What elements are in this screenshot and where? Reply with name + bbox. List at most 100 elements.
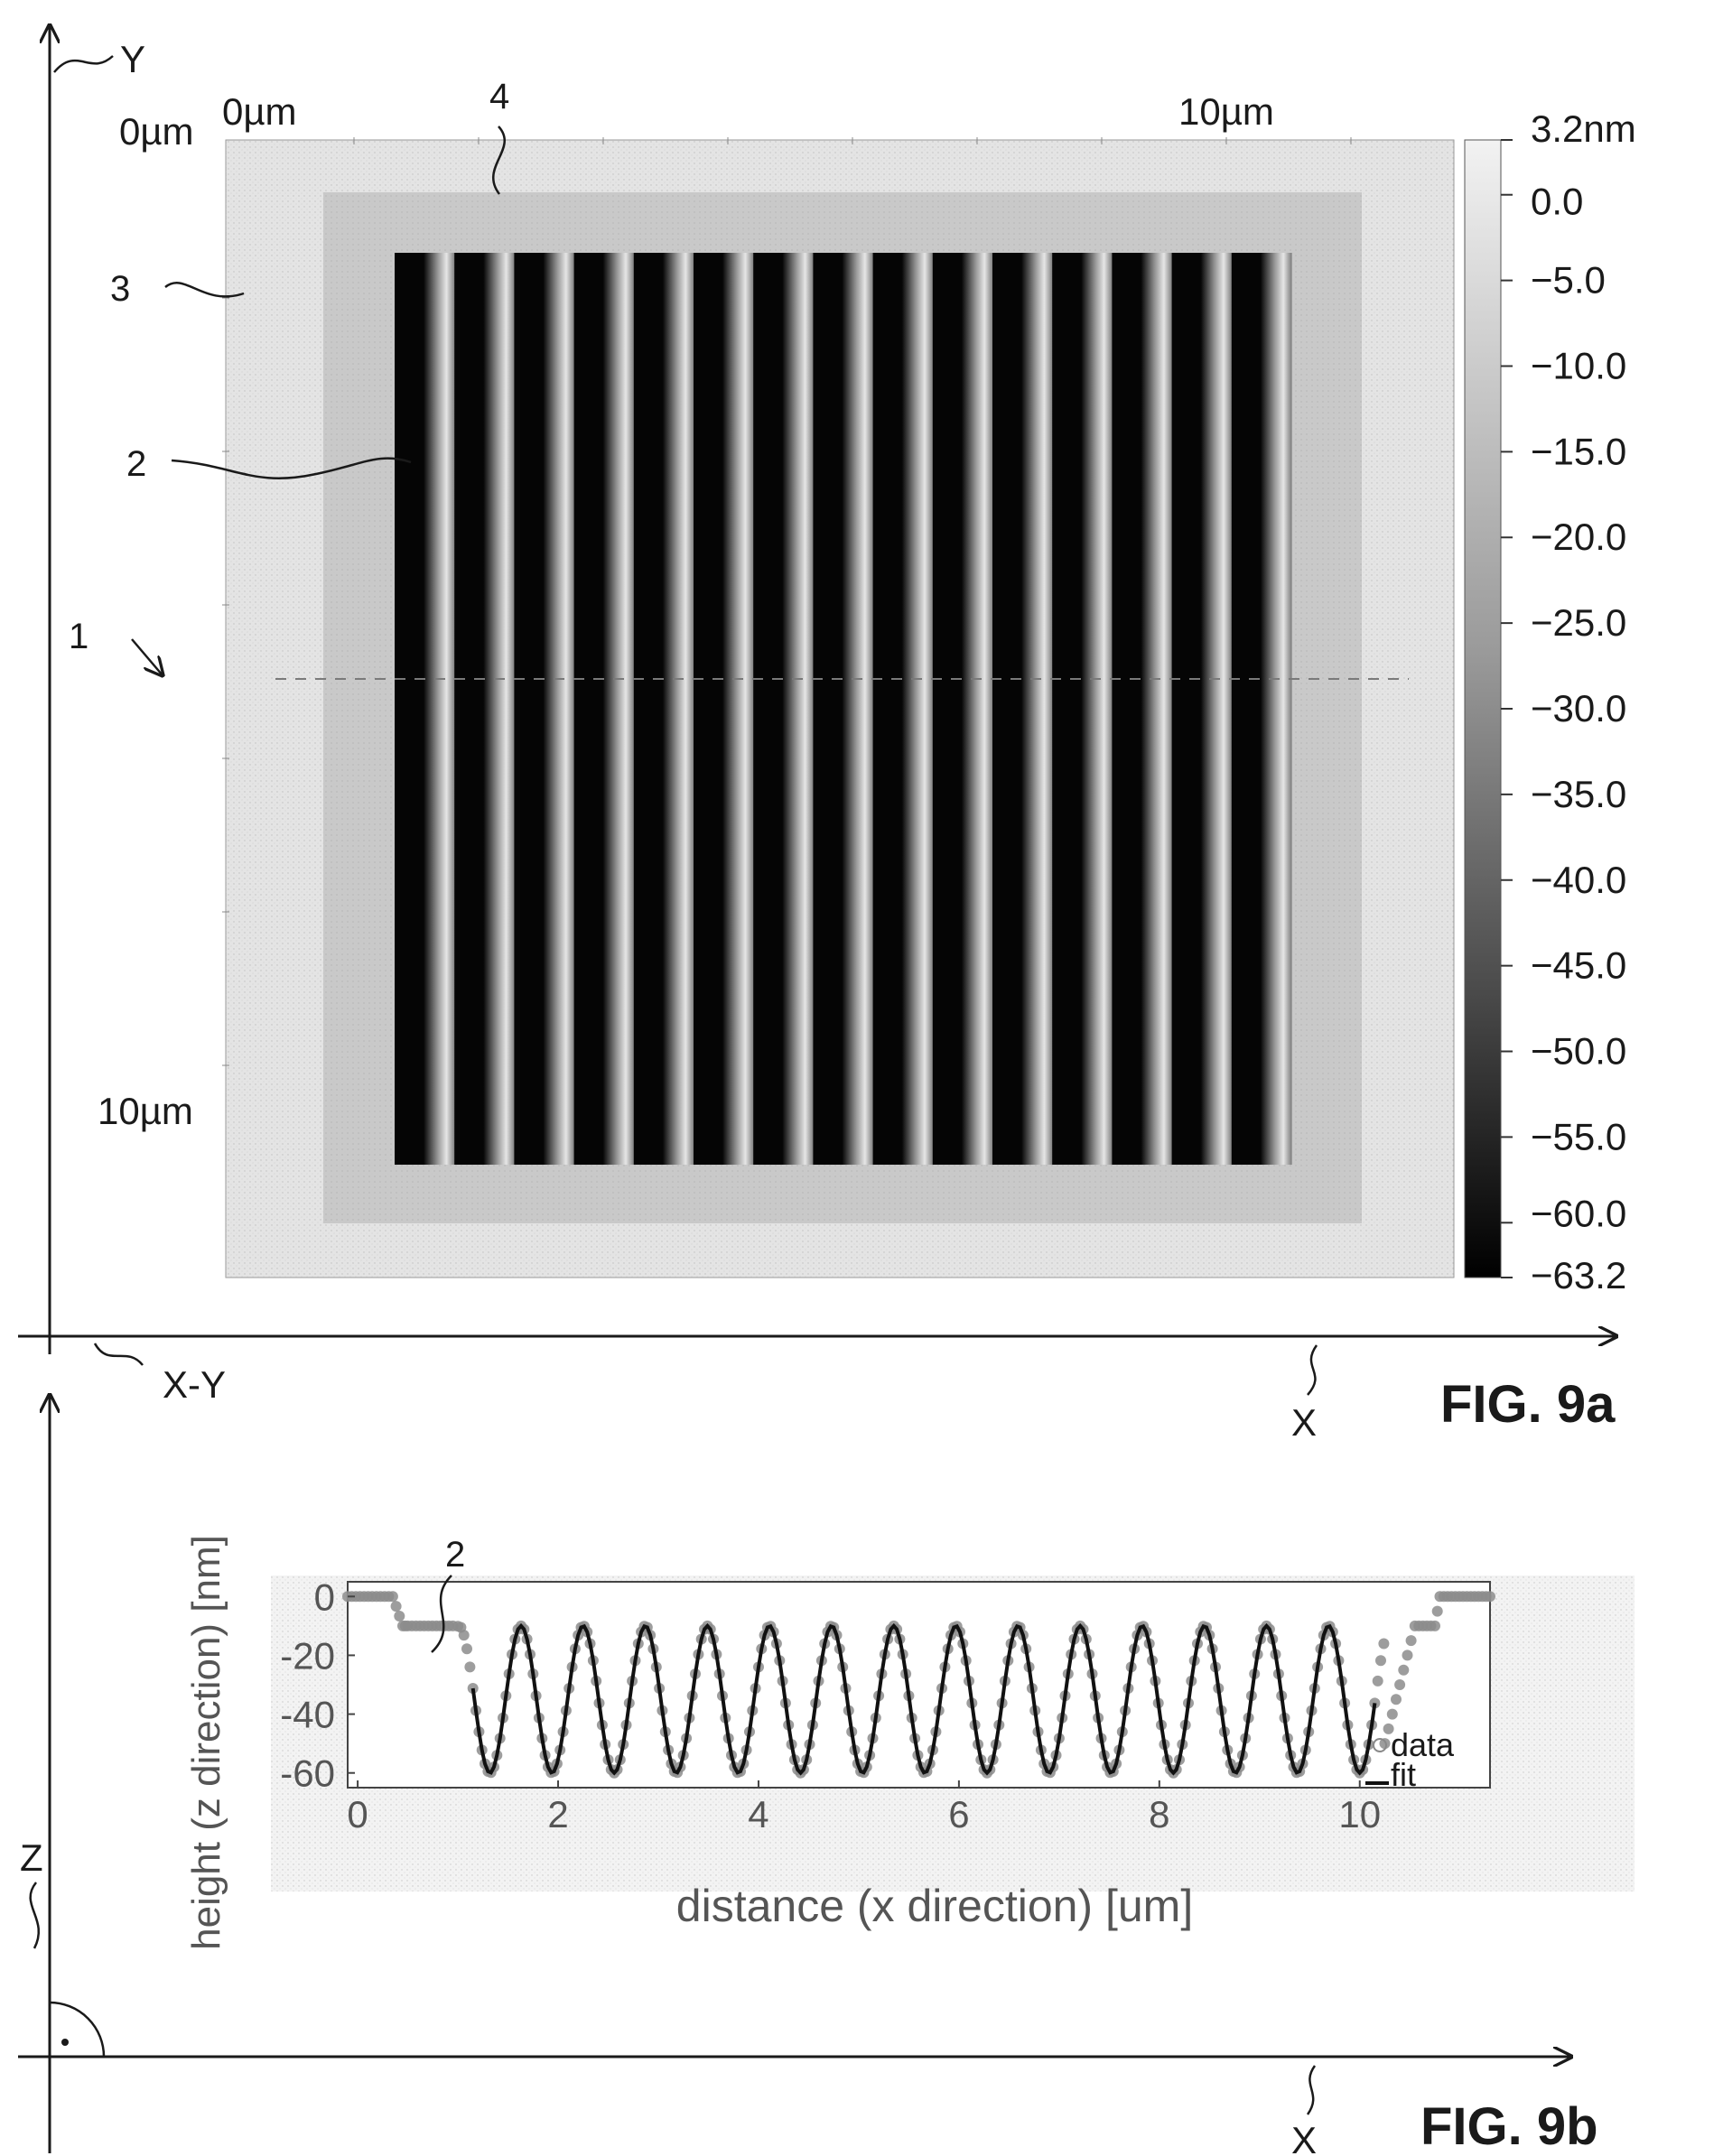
y-axis-title: height (z direction) [nm] — [184, 1535, 228, 1950]
fig9a-y-axis-leader — [53, 55, 114, 73]
grating-line — [573, 253, 635, 1165]
profile-chart: 0 2 4 6 8 10 0 -20 -40 -60 distance (x direction… — [184, 1535, 1635, 1950]
colorbar-label: −15.0 — [1531, 430, 1626, 472]
grating-line — [1112, 253, 1173, 1165]
grating-line — [1052, 253, 1113, 1165]
x-tick-label: 0 — [347, 1793, 368, 1835]
fig9b-x-axis-label: X — [1291, 2119, 1317, 2156]
data-point — [390, 1601, 402, 1612]
data-point — [461, 1643, 472, 1655]
fig9a-caption: FIG. 9a — [1440, 1375, 1616, 1434]
ref-2-leader — [171, 457, 412, 479]
grating-line — [1231, 253, 1292, 1165]
fig9a-x-axis-leader — [1307, 1344, 1318, 1396]
fig9a-xy-label: X-Y — [163, 1363, 226, 1406]
data-point — [1379, 1738, 1391, 1750]
fig9b-origin-dot — [61, 2039, 69, 2046]
data-point — [1398, 1664, 1410, 1676]
colorbar-gradient — [1464, 139, 1502, 1278]
ref-4: 4 — [489, 77, 509, 116]
fig9a-panel: Y X-Y X 0µm 0µm 10µm 10µm — [18, 25, 1636, 1444]
data-point — [458, 1630, 470, 1641]
data-point — [1394, 1679, 1406, 1690]
x-tick-label: 4 — [748, 1793, 768, 1835]
data-point — [1485, 1591, 1495, 1603]
colorbar-label: 3.2nm — [1531, 107, 1636, 150]
colorbar-label: −35.0 — [1531, 773, 1626, 815]
colorbar-label: −45.0 — [1531, 944, 1626, 987]
colorbar: 3.2nm 0.0 −5.0 −10.0 −15.0 −20.0 −25.0 −30.0 −35… — [1464, 107, 1636, 1296]
grating-line — [992, 253, 1053, 1165]
fig9b-x-leader — [1306, 2065, 1317, 2115]
ref-4-leader — [492, 125, 506, 195]
fig9a-x-tick-right: 10µm — [1178, 90, 1274, 133]
colorbar-label: −30.0 — [1531, 687, 1626, 730]
legend-fit-label: fit — [1391, 1756, 1416, 1793]
x-tick-label: 6 — [948, 1793, 969, 1835]
x-tick-label: 8 — [1149, 1793, 1169, 1835]
fig9b-panel: Z X 0 2 4 6 8 10 0 -20 -40 -60 distance (x direc… — [18, 1395, 1635, 2156]
colorbar-ticks — [1501, 139, 1513, 1278]
fig9b-origin-arc — [49, 2001, 106, 2058]
fig9a-xy-leader — [93, 1343, 144, 1366]
x-tick-label: 2 — [547, 1793, 568, 1835]
grating-line — [395, 253, 455, 1165]
data-point — [1372, 1675, 1383, 1687]
data-point — [1405, 1635, 1417, 1647]
x-tick-labels: 0 2 4 6 8 10 — [347, 1780, 1381, 1835]
y-tick-labels: 0 -20 -40 -60 — [280, 1575, 355, 1795]
ref-1-arrow — [131, 638, 163, 675]
data-point — [1378, 1638, 1390, 1650]
grating-line — [633, 253, 694, 1165]
colorbar-label: −40.0 — [1531, 859, 1626, 901]
fig9b-z-leader — [29, 1882, 41, 1949]
data-point — [1391, 1694, 1402, 1705]
fig9a-x-tick-left: 0µm — [222, 90, 297, 133]
ref-1: 1 — [69, 617, 88, 656]
data-point — [1430, 1620, 1440, 1631]
colorbar-label: −5.0 — [1531, 259, 1606, 302]
colorbar-label: −55.0 — [1531, 1115, 1626, 1157]
grating-line — [514, 253, 575, 1165]
plot-traces — [342, 1591, 1495, 1779]
data-point — [1375, 1655, 1386, 1667]
data-point — [394, 1611, 405, 1622]
legend-data-label: data — [1391, 1726, 1455, 1763]
fig9b-caption: FIG. 9b — [1420, 2097, 1598, 2156]
colorbar-label: −60.0 — [1531, 1192, 1626, 1234]
legend: data fit — [1365, 1726, 1455, 1793]
fig9b-ref-2-leader — [431, 1575, 452, 1653]
afm-image — [222, 137, 1455, 1278]
fig9a-x-axis-label: X — [1291, 1401, 1317, 1444]
grating-line — [694, 253, 754, 1165]
data-point — [1383, 1723, 1394, 1734]
y-tick-label: -20 — [280, 1634, 335, 1677]
grating-lines — [395, 253, 1292, 1165]
y-tick-label: -40 — [280, 1694, 335, 1736]
data-point — [1386, 1708, 1398, 1720]
ref-3-leader — [164, 282, 245, 298]
data-point — [464, 1661, 476, 1673]
grating-line — [932, 253, 993, 1165]
legend-data-marker — [1373, 1738, 1387, 1752]
ref-2: 2 — [126, 444, 146, 484]
fig9b-z-axis-label: Z — [20, 1836, 43, 1879]
fig9a-y-tick-top: 0µm — [119, 110, 194, 153]
data-point — [1402, 1650, 1413, 1661]
colorbar-labels: 3.2nm 0.0 −5.0 −10.0 −15.0 −20.0 −25.0 −30.0 −35… — [1531, 107, 1636, 1296]
x-axis-title: distance (x direction) [um] — [676, 1881, 1193, 1931]
grating-line — [1171, 253, 1233, 1165]
y-tick-label: -60 — [280, 1752, 335, 1795]
grating-line — [454, 253, 515, 1165]
y-tick-label: 0 — [314, 1575, 335, 1618]
colorbar-label: −63.2 — [1531, 1254, 1626, 1296]
colorbar-label: −10.0 — [1531, 344, 1626, 386]
x-tick-label: 10 — [1338, 1793, 1381, 1835]
grating-line — [872, 253, 934, 1165]
data-point — [387, 1591, 398, 1603]
colorbar-label: −50.0 — [1531, 1030, 1626, 1073]
fig9b-ref-2: 2 — [445, 1535, 465, 1575]
ref-3: 3 — [110, 269, 130, 309]
colorbar-label: −25.0 — [1531, 601, 1626, 644]
